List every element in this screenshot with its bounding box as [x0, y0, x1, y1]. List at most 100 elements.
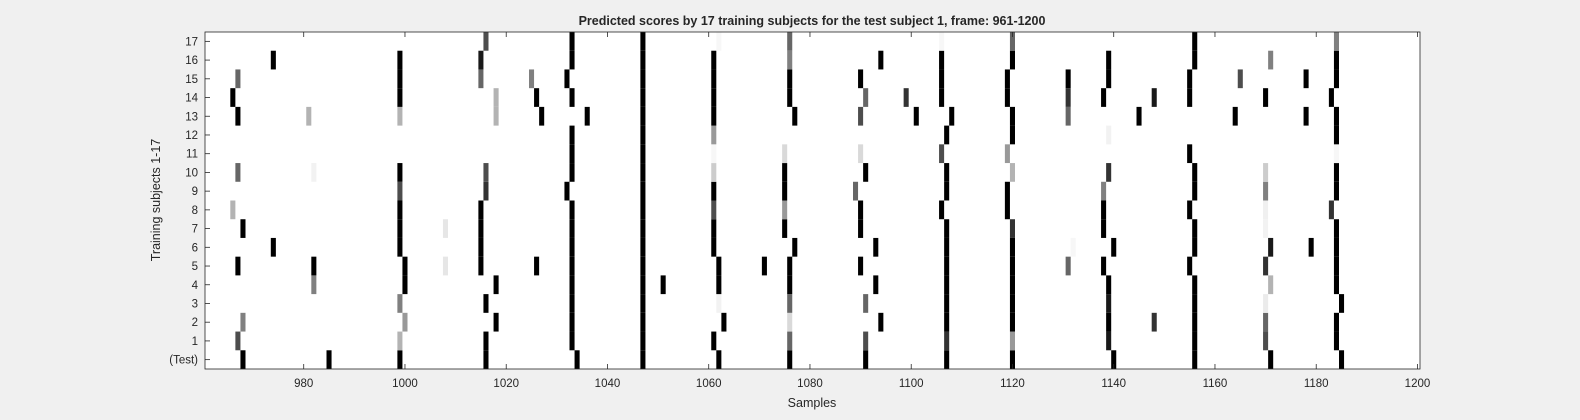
heatmap-cell	[1106, 125, 1112, 145]
heatmap-cell	[792, 106, 798, 126]
y-tick-label: 6	[192, 242, 198, 254]
heatmap-cell	[1187, 256, 1193, 276]
heatmap-cell	[1333, 331, 1339, 351]
heatmap-cell	[1065, 88, 1071, 107]
heatmap-cell	[878, 50, 884, 70]
heatmap-cell	[1333, 144, 1339, 164]
heatmap-cell	[944, 275, 950, 295]
heatmap-cell	[569, 88, 575, 107]
heatmap-cell	[584, 106, 590, 126]
y-tick-label: 2	[192, 317, 198, 329]
heatmap-cell	[1187, 88, 1193, 107]
heatmap-cell	[1339, 350, 1345, 369]
heatmap-cell	[863, 88, 869, 107]
heatmap-cell	[493, 106, 499, 126]
heatmap-cell	[640, 350, 646, 369]
heatmap-cell	[1192, 219, 1198, 238]
heatmap-cell	[787, 275, 793, 295]
heatmap-cell	[711, 181, 717, 201]
heatmap-cell	[711, 88, 717, 107]
heatmap-cell	[574, 350, 580, 369]
y-tick-label: (Test)	[169, 355, 198, 367]
heatmap-cells	[230, 32, 1345, 369]
heatmap-cell	[1151, 312, 1157, 332]
heatmap-cell	[569, 163, 575, 182]
heatmap-cell	[235, 331, 241, 351]
heatmap-cell	[939, 50, 945, 70]
heatmap-cell	[1136, 106, 1142, 126]
y-tick-label: 1	[192, 336, 198, 348]
heatmap-cell	[1004, 88, 1010, 107]
heatmap-cell	[569, 219, 575, 238]
heatmap-cell	[1303, 106, 1309, 126]
y-tick-label: 12	[185, 130, 198, 142]
heatmap-cell	[858, 256, 864, 276]
heatmap-cell	[660, 275, 666, 295]
heatmap-cell	[1268, 275, 1274, 295]
heatmap-cell	[1187, 144, 1193, 164]
heatmap-cell	[230, 88, 236, 107]
y-tick-label: 10	[185, 167, 198, 179]
heatmap-cell	[787, 350, 793, 369]
heatmap-cell	[1101, 256, 1107, 276]
heatmap-cell	[1263, 181, 1269, 201]
heatmap-cell	[944, 181, 950, 201]
heatmap-cell	[534, 88, 540, 107]
heatmap-cell	[1263, 200, 1269, 220]
heatmap-cell	[1009, 294, 1015, 313]
heatmap-cell	[716, 350, 722, 369]
heatmap-cell	[1009, 331, 1015, 351]
heatmap-cell	[1065, 256, 1071, 276]
heatmap-cell	[873, 237, 879, 257]
heatmap-cell	[569, 200, 575, 220]
heatmap-cell	[1009, 275, 1015, 295]
heatmap-cell	[858, 200, 864, 220]
heatmap-cell	[1065, 106, 1071, 126]
heatmap-cell	[716, 256, 722, 276]
heatmap-cell	[944, 219, 950, 238]
x-axis-label: Samples	[788, 396, 837, 410]
x-tick-label: 1140	[1101, 378, 1126, 390]
heatmap-cell	[711, 219, 717, 238]
x-tick-label: 980	[294, 378, 313, 390]
heatmap-cell	[397, 219, 403, 238]
heatmap-cell	[311, 163, 317, 182]
heatmap-cell	[240, 219, 246, 238]
heatmap-cell	[442, 219, 448, 238]
heatmap-cell	[1303, 69, 1309, 89]
chart-title: Predicted scores by 17 training subjects…	[579, 14, 1046, 28]
heatmap-cell	[939, 200, 945, 220]
heatmap-cell	[640, 50, 646, 70]
heatmap-cell	[1009, 50, 1015, 70]
heatmap-cell	[483, 350, 489, 369]
heatmap-cell	[640, 200, 646, 220]
heatmap-cell	[640, 88, 646, 107]
heatmap-cell	[1009, 125, 1015, 145]
heatmap-cell	[1106, 69, 1112, 89]
heatmap-cell	[397, 181, 403, 201]
heatmap-cell	[1192, 163, 1198, 182]
heatmap-cell	[397, 294, 403, 313]
heatmap-cell	[478, 50, 484, 70]
heatmap-cell	[1009, 106, 1015, 126]
heatmap-cell	[716, 294, 722, 313]
heatmap-cell	[1268, 350, 1274, 369]
heatmap-cell	[1004, 69, 1010, 89]
y-axis-label: Training subjects 1-17	[149, 139, 163, 262]
heatmap-cell	[878, 312, 884, 332]
heatmap-cell	[270, 237, 276, 257]
heatmap-cell	[569, 144, 575, 164]
heatmap-cell	[640, 125, 646, 145]
heatmap-cell	[640, 32, 646, 51]
heatmap-cell	[939, 69, 945, 89]
heatmap-cell	[1004, 181, 1010, 201]
heatmap-cell	[397, 350, 403, 369]
heatmap-cell	[1333, 275, 1339, 295]
heatmap-cell	[240, 350, 246, 369]
heatmap-cell	[230, 200, 236, 220]
heatmap-cell	[711, 237, 717, 257]
heatmap-cell	[569, 125, 575, 145]
heatmap-cell	[564, 181, 570, 201]
heatmap-cell	[787, 32, 793, 51]
